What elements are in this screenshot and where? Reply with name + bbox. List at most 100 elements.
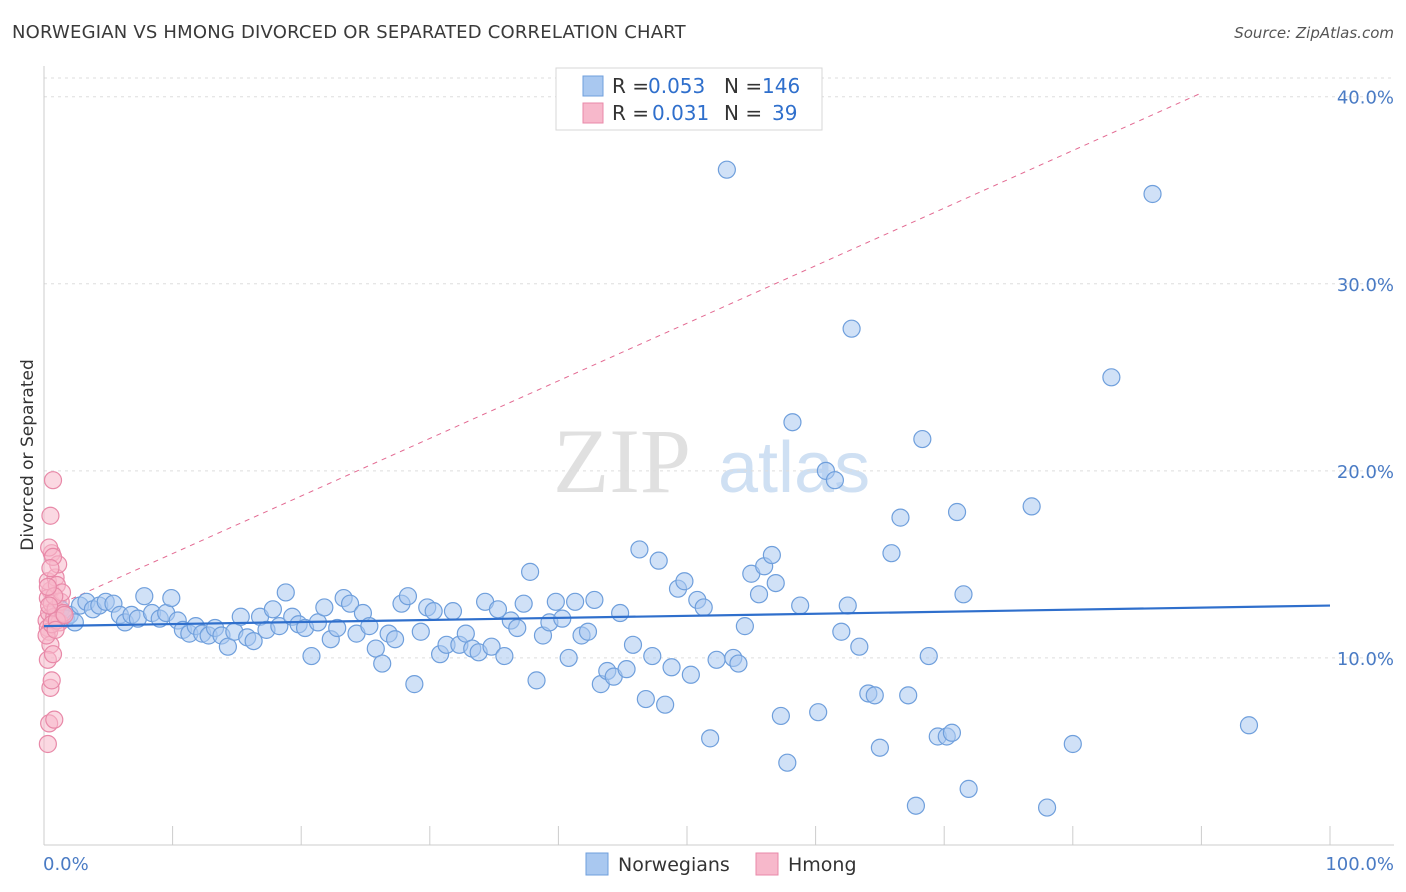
hmong-point [40,596,59,615]
gridlines [44,77,1394,659]
hmong-point [55,605,74,625]
legend-r-label-2: R = [612,101,649,125]
norwegians-point [1143,184,1162,204]
norwegians-point [398,587,418,606]
norwegians-point [385,630,405,649]
norwegians-point [405,675,424,694]
norwegians-point [276,583,295,602]
bottom-legend-swatch-hmong [755,852,779,876]
norwegians-point [1022,497,1041,516]
hmong-point [43,645,63,664]
y-tick-label: 20.0% [1337,462,1394,483]
hmong-point [38,577,57,596]
norwegians-point [783,413,802,432]
norwegians-point [611,603,630,623]
norwegians-point [527,671,546,690]
watermark-atlas: atlas [718,428,870,508]
norwegians-point [954,585,973,604]
norwegians-point [424,602,443,621]
norwegians-point [623,635,643,654]
norwegians-point [707,650,726,669]
norwegians-point [643,646,662,666]
hmong-point [46,620,65,639]
norwegians-point [701,729,720,748]
norwegians-point [771,706,790,726]
norwegians-point [694,598,713,617]
norwegians-point [244,631,263,651]
legend-n-label-1: N = [724,74,762,98]
norwegians-point [942,723,962,742]
norwegians-point [729,654,748,673]
norwegians-point [521,562,540,581]
norwegians-point [514,594,533,613]
norwegians-point [1063,734,1082,754]
norwegians-point [899,686,918,705]
norwegians-point [865,686,884,705]
hmong-trend [43,92,1202,612]
norwegians-point [649,551,668,570]
norwegians-point [891,508,910,527]
norwegians-point [411,622,430,641]
watermark-zip: ZIP [553,410,691,512]
norwegians-point [495,646,514,666]
norwegians-point [630,540,649,559]
norwegians-point [825,471,844,490]
norwegians-point [842,319,861,338]
hmong-point [43,471,63,490]
norwegians-point [585,590,604,610]
y-axis-label: Divorced or Separated [18,359,38,550]
x-tick-label-min: 0.0% [43,854,89,875]
norwegians-point [328,618,347,638]
norwegians-point [302,646,321,666]
norwegians-point [870,738,890,757]
source-label: Source: ZipAtlas.com [1234,24,1394,42]
y-tick-labels: 10.0% 20.0% 30.0% 40.0% [1337,88,1394,670]
norwegians-point [162,588,181,608]
legend-box: R = 0.053 N = 146 R = 0.031 N = 39 [555,67,823,131]
norwegians-point [882,544,901,563]
hmong-point [38,734,57,754]
legend-r-value-2: 0.031 [652,101,709,125]
norwegians-point [373,654,392,673]
norwegians-point [340,594,360,613]
norwegians-point [263,600,283,619]
norwegians-point [482,637,501,656]
norwegians-point [791,596,810,615]
y-tick-label: 40.0% [1337,88,1394,109]
norwegians-point [675,572,694,591]
norwegians-point [762,545,781,565]
bottom-legend-norwegians: Norwegians [618,854,730,876]
hmong-point [41,559,60,578]
norwegians-point [617,660,636,679]
norwegians-point [231,607,250,626]
norwegians-point [778,753,797,772]
norwegians-point [1239,716,1259,735]
legend-r-value-1: 0.053 [648,74,705,98]
norwegians-point [906,796,926,815]
hmong-point [42,671,61,690]
legend-swatch-hmong [582,102,604,124]
norwegians-point [717,160,736,179]
bottom-legend: Norwegians Hmong [585,852,857,876]
x-tick-label-max: 100.0% [1325,854,1394,875]
hmong-points [37,471,74,754]
legend-n-value-2: 39 [772,101,797,125]
hmong-trend-line [43,92,1202,612]
norwegians-trend [43,604,1331,628]
norwegians-point [508,618,527,638]
norwegians-point [366,639,385,658]
norwegians-point [1037,798,1057,817]
norwegians-point [135,587,154,606]
norwegians-point [838,596,857,615]
norwegians-point [832,622,851,641]
norwegians-trend-line [43,604,1331,628]
norwegians-point [1102,368,1121,387]
norwegians-point [662,658,681,677]
legend-r-label-1: R = [612,74,649,98]
norwegians-point [947,502,967,522]
legend-n-value-1: 146 [762,74,800,98]
norwegians-point [749,585,769,604]
y-tick-label: 30.0% [1337,275,1394,296]
norwegians-point [656,695,675,714]
